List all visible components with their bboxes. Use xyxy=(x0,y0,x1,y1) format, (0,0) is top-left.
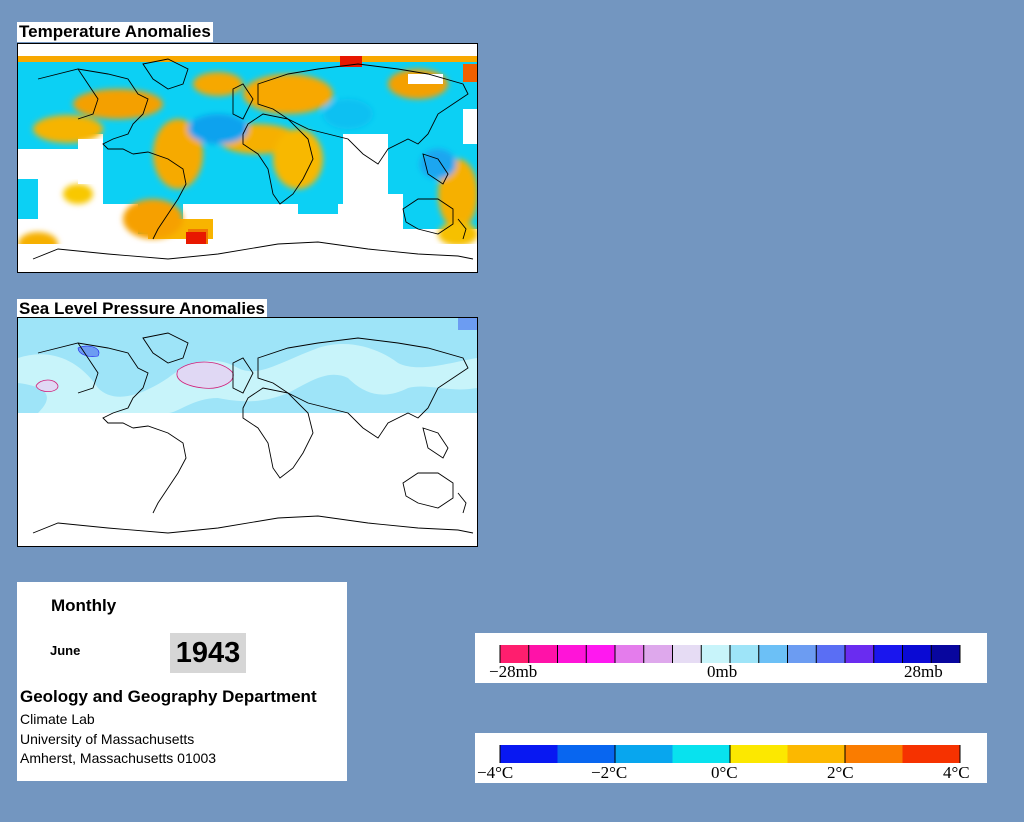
legend-swatch xyxy=(528,645,558,663)
legend-swatch xyxy=(730,745,788,763)
temperature-label-2: 0°C xyxy=(711,763,738,782)
year-label: 1943 xyxy=(170,633,246,673)
legend-swatch xyxy=(758,645,788,663)
temperature-label-0: −4°C xyxy=(477,763,513,782)
period-label: Monthly xyxy=(51,596,117,615)
department-name: Geology and Geography Department xyxy=(20,687,317,706)
pressure-color-bar xyxy=(499,645,961,663)
temperature-anomaly-field xyxy=(18,44,477,272)
legend-swatch xyxy=(500,745,558,763)
legend-swatch xyxy=(672,745,731,763)
legend-swatch xyxy=(902,745,961,763)
legend-swatch xyxy=(500,645,530,663)
legend-swatch xyxy=(643,645,673,663)
lab-name: Climate Lab xyxy=(20,711,95,727)
temperature-legend: −4°C −2°C 0°C 2°C 4°C xyxy=(475,733,987,783)
coastlines xyxy=(32,58,474,260)
legend-swatch xyxy=(787,745,846,763)
legend-swatch xyxy=(672,645,702,663)
legend-swatch xyxy=(557,645,587,663)
legend-swatch xyxy=(615,745,673,763)
pressure-legend: −28mb 0mb 28mb xyxy=(475,633,987,683)
pressure-map-title: Sea Level Pressure Anomalies xyxy=(17,299,268,319)
legend-swatch xyxy=(586,645,616,663)
info-panel: Monthly June 1943 Geology and Geography … xyxy=(17,582,347,781)
legend-swatch xyxy=(845,745,903,763)
temperature-label-3: 2°C xyxy=(827,763,854,782)
month-label: June xyxy=(50,643,81,658)
legend-swatch xyxy=(873,645,903,663)
temperature-anomaly-map xyxy=(17,43,478,273)
legend-swatch xyxy=(730,645,760,663)
legend-swatch xyxy=(931,645,961,663)
legend-swatch xyxy=(701,645,731,663)
legend-swatch xyxy=(787,645,817,663)
legend-swatch xyxy=(557,745,616,763)
pressure-label-max: 28mb xyxy=(904,662,943,681)
legend-swatch xyxy=(845,645,875,663)
pressure-anomaly-map xyxy=(17,317,478,547)
pressure-label-min: −28mb xyxy=(489,662,537,681)
pressure-label-zero: 0mb xyxy=(707,662,737,681)
legend-swatch xyxy=(615,645,645,663)
university-name: University of Massachusetts xyxy=(20,731,195,747)
address: Amherst, Massachusetts 01003 xyxy=(20,750,217,766)
legend-swatch xyxy=(902,645,932,663)
temperature-map-title: Temperature Anomalies xyxy=(17,22,213,42)
coastlines-pressure xyxy=(32,332,474,534)
temperature-label-4: 4°C xyxy=(943,763,970,782)
temperature-color-bar xyxy=(499,745,961,763)
legend-swatch xyxy=(816,645,846,663)
temperature-label-1: −2°C xyxy=(591,763,627,782)
